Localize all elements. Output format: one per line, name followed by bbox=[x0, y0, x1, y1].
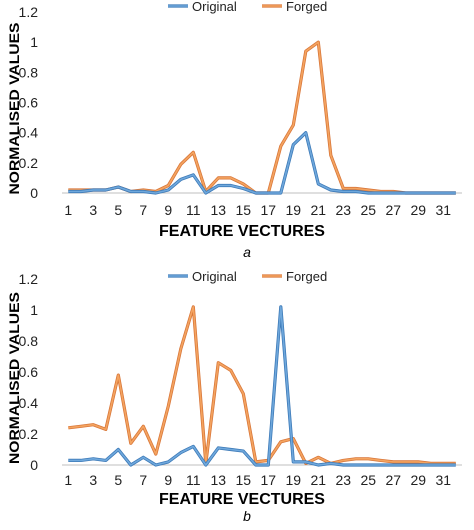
x-tick-label: 11 bbox=[186, 202, 201, 218]
series-line-forged bbox=[68, 41, 456, 194]
x-tick-label: 27 bbox=[385, 202, 401, 218]
legend: Original Forged bbox=[168, 0, 327, 14]
x-axis-title: FEATURE VECTURES bbox=[159, 223, 325, 240]
series-line-forged bbox=[68, 306, 456, 465]
y-axis-title: NORMALISED VALUES bbox=[6, 23, 22, 195]
x-tick-label: 1 bbox=[64, 472, 72, 488]
chart-a: 00.20.40.60.811.21 3 5 7 9 11 13 15 17 19 21 23 25 27… bbox=[6, 0, 462, 260]
y-tick-label: 1 bbox=[30, 302, 38, 318]
x-tick-label: 3 bbox=[89, 202, 97, 218]
legend-label-forged: Forged bbox=[286, 269, 327, 284]
series-line-forged-outline bbox=[68, 305, 456, 465]
series-line-forged-outline bbox=[68, 40, 456, 195]
y-tick-label: 0.4 bbox=[19, 395, 39, 411]
x-tick-label: 23 bbox=[335, 472, 351, 488]
x-tick-label: 25 bbox=[360, 202, 376, 218]
series-line-original-outline bbox=[68, 305, 456, 467]
y-tick-label: 0 bbox=[30, 185, 38, 201]
chart-b: 00.20.40.60.811.21 3 5 7 9 11 13 15 17 19 21 23 25 27… bbox=[6, 269, 462, 524]
x-tick-label: 9 bbox=[164, 472, 172, 488]
x-tick-label: 27 bbox=[385, 472, 401, 488]
y-tick-label: 0.8 bbox=[19, 333, 39, 349]
panel-caption: a bbox=[243, 244, 251, 260]
x-tick-label: 3 bbox=[89, 472, 97, 488]
panel-caption: b bbox=[243, 508, 251, 524]
series-line-original bbox=[68, 306, 456, 466]
y-tick-label: 1.2 bbox=[19, 4, 39, 20]
x-tick-label: 1 bbox=[64, 202, 72, 218]
y-tick-label: 0.4 bbox=[19, 125, 39, 141]
y-tick-label: 0 bbox=[30, 457, 38, 473]
y-tick-label: 1.2 bbox=[19, 271, 39, 287]
x-tick-label: 15 bbox=[235, 202, 251, 218]
x-tick-label: 21 bbox=[310, 202, 326, 218]
x-tick-label: 7 bbox=[139, 202, 147, 218]
x-tick-label: 13 bbox=[210, 202, 226, 218]
y-tick-label: 0.6 bbox=[19, 364, 39, 380]
x-tick-label: 17 bbox=[260, 202, 276, 218]
legend-label-original: Original bbox=[192, 269, 237, 284]
x-tick-label: 5 bbox=[114, 202, 122, 218]
x-tick-label: 13 bbox=[210, 472, 226, 488]
series-line-original bbox=[68, 131, 456, 194]
x-tick-label: 15 bbox=[235, 472, 251, 488]
y-tick-label: 0.8 bbox=[19, 64, 39, 80]
x-tick-label: 17 bbox=[260, 472, 276, 488]
x-tick-label: 31 bbox=[435, 202, 451, 218]
x-tick-label: 25 bbox=[360, 472, 376, 488]
legend: Original Forged bbox=[168, 269, 327, 284]
x-tick-label: 5 bbox=[114, 472, 122, 488]
x-tick-label: 21 bbox=[310, 472, 326, 488]
x-tick-label: 19 bbox=[285, 202, 301, 218]
x-tick-label: 23 bbox=[335, 202, 351, 218]
legend-label-forged: Forged bbox=[286, 0, 327, 14]
y-axis-title: NORMALISED VALUES bbox=[6, 292, 22, 464]
series-line-original-outline bbox=[68, 131, 456, 195]
x-tick-label: 29 bbox=[410, 202, 426, 218]
y-tick-label: 0.6 bbox=[19, 95, 39, 111]
y-tick-label: 1 bbox=[30, 34, 38, 50]
legend-label-original: Original bbox=[192, 0, 237, 14]
y-tick-label: 0.2 bbox=[19, 426, 39, 442]
x-tick-label: 19 bbox=[285, 472, 301, 488]
x-tick-label: 29 bbox=[410, 472, 426, 488]
x-tick-label: 31 bbox=[435, 472, 451, 488]
x-tick-label: 9 bbox=[164, 202, 172, 218]
x-tick-label: 7 bbox=[139, 472, 147, 488]
y-tick-label: 0.2 bbox=[19, 155, 39, 171]
x-tick-label: 11 bbox=[186, 472, 201, 488]
x-axis-title: FEATURE VECTURES bbox=[159, 491, 325, 508]
